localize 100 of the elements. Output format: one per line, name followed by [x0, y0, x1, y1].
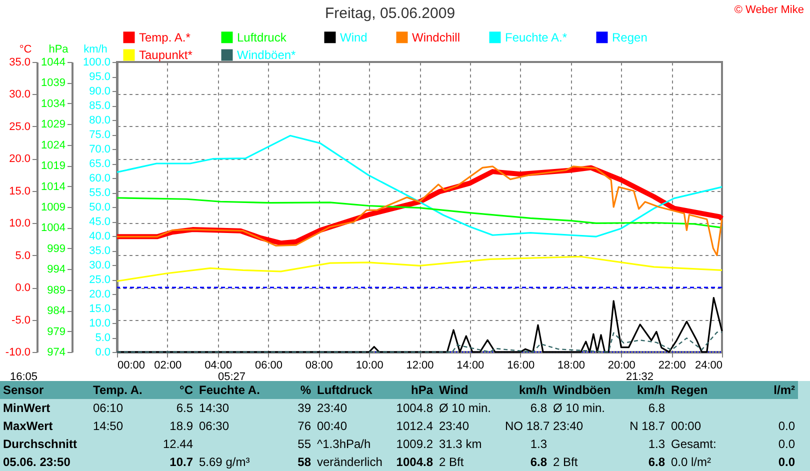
- text: veränderlich: [316, 454, 384, 471]
- y2-tick-label: 1004: [41, 222, 66, 234]
- text: km/h: [502, 381, 550, 399]
- chart-title: Freitag, 05.06.2009: [324, 5, 456, 22]
- y2-tick-label: 999: [47, 242, 66, 255]
- line-series: [116, 256, 723, 282]
- y2-axis-title: hPa: [48, 44, 70, 56]
- text: 0.0: [777, 418, 796, 435]
- text: 16:05: [10, 371, 38, 383]
- y3-tick-label: 10.0: [89, 318, 110, 330]
- x-tick-label: 06:00: [254, 360, 283, 372]
- x-tick-label: 14:00: [456, 360, 484, 372]
- text: 0.0: [777, 454, 796, 471]
- text: 1004.8: [395, 454, 434, 471]
- text: %: [268, 381, 314, 399]
- text: NO 18.7: [504, 418, 550, 435]
- text: 0.0: [777, 436, 796, 453]
- y-tick-label: -5.0: [12, 314, 30, 326]
- text: 6.8: [647, 454, 666, 471]
- text: 1004.8: [395, 400, 434, 417]
- y-tick-label: 25.0: [9, 120, 30, 133]
- text: 14:50: [92, 418, 124, 435]
- text: Sensor: [0, 381, 90, 399]
- text: Ø 10 min.: [438, 400, 492, 417]
- text: © Weber Mike: [734, 4, 804, 16]
- y2-tick-label: 1024: [41, 139, 66, 152]
- y2-tick-label: 994: [47, 264, 66, 276]
- x-tick-label: 02:00: [154, 360, 182, 372]
- x-tick-label: 18:00: [557, 360, 586, 372]
- x-tick-label: 22:00: [658, 360, 686, 372]
- text: 2 Bft: [552, 454, 579, 471]
- y-tick-label: 20.0: [9, 153, 30, 166]
- y2-tick-label: 1009: [41, 202, 66, 214]
- text: Regen: [668, 381, 738, 399]
- legend-label: Taupunkt*: [139, 48, 193, 62]
- text: 1.3: [647, 436, 666, 453]
- y-axis-title: °C: [19, 44, 32, 56]
- text: MaxWert: [2, 418, 54, 435]
- text: 23:40: [552, 418, 584, 435]
- y3-tick-label: 0.0: [95, 346, 110, 358]
- text: 39: [296, 400, 312, 417]
- text: km/h: [620, 381, 668, 399]
- y3-tick-label: 5.0: [95, 332, 110, 344]
- legend-label: Regen: [612, 30, 648, 44]
- y-tick-label: -10.0: [5, 346, 30, 358]
- y3-tick-label: 55.0: [89, 187, 110, 199]
- y-tick-label: 30.0: [9, 88, 30, 101]
- y2-tick-label: 1034: [41, 98, 66, 110]
- text: Luftdruck: [314, 381, 388, 399]
- text: 6.8: [647, 400, 666, 417]
- y3-tick-label: 40.0: [89, 230, 110, 242]
- text: 1009.2: [395, 436, 434, 453]
- text: 06:30: [198, 418, 230, 435]
- text: 2 Bft: [438, 454, 465, 471]
- text: 58: [296, 454, 312, 471]
- y2-tick-label: 1019: [41, 160, 66, 172]
- y2-tick-label: 984: [47, 305, 66, 318]
- text: 06:10: [92, 400, 124, 417]
- text: 10.7: [168, 454, 194, 471]
- text: 05:27: [218, 371, 246, 383]
- y-tick-label: 35.0: [9, 56, 30, 68]
- y2-tick-label: 1029: [41, 118, 66, 131]
- text: 31.3 km: [438, 436, 483, 453]
- y3-tick-label: 45.0: [89, 216, 110, 228]
- y2-tick-label: 974: [47, 346, 66, 358]
- x-tick-label: 10:00: [356, 360, 384, 372]
- text: 0.0 l/m²: [670, 454, 712, 471]
- text: 23:40: [316, 400, 348, 417]
- y2-tick-label: 1044: [41, 56, 66, 68]
- text: ^1.3hPa/h: [316, 436, 372, 453]
- y-tick-label: 5.0: [15, 250, 30, 262]
- y3-tick-label: 15.0: [89, 303, 110, 315]
- x-tick-label: 20:00: [608, 360, 636, 372]
- legend-label: Windchill: [412, 30, 460, 44]
- text: Feuchte A.: [196, 381, 268, 399]
- text: 00:00: [670, 418, 702, 435]
- text: Windböen: [550, 381, 620, 399]
- y3-tick-label: 75.0: [89, 129, 110, 141]
- y3-tick-label: 30.0: [89, 260, 110, 272]
- y3-tick-label: 70.0: [89, 144, 110, 156]
- y3-tick-label: 25.0: [89, 274, 110, 286]
- text: 6.5: [175, 400, 194, 417]
- legend-label: Wind: [340, 30, 368, 44]
- y3-tick-label: 65.0: [89, 158, 110, 170]
- y2-tick-label: 1014: [41, 180, 66, 193]
- legend-label: Feuchte A.*: [505, 30, 568, 44]
- text: Ø 10 min.: [552, 400, 606, 417]
- y2-tick-label: 1039: [41, 77, 66, 90]
- y3-tick-label: 85.0: [89, 100, 110, 112]
- text: 6.8: [529, 400, 548, 417]
- text: 5.69 g/m³: [198, 454, 251, 471]
- y3-tick-label: 20.0: [89, 288, 110, 300]
- y3-axis-title: km/h: [84, 44, 108, 56]
- text: Gesamt:: [670, 436, 718, 453]
- text: 18.9: [168, 418, 194, 435]
- text: 76: [296, 418, 312, 435]
- y2-tick-label: 979: [47, 326, 66, 338]
- text: Wind: [436, 381, 502, 399]
- text: l/m²: [738, 381, 798, 399]
- text: 1.3: [529, 436, 548, 453]
